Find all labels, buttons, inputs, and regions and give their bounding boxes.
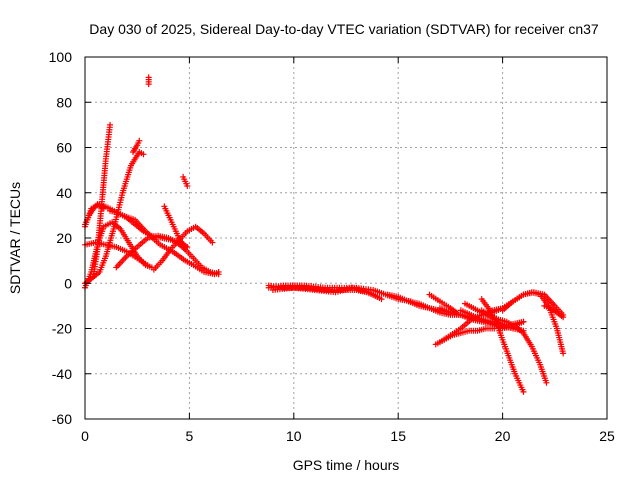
data-point: [136, 137, 143, 144]
data-point: [499, 305, 506, 312]
y-axis-ticks: 100 80 60 40 20 0 -20 -40 -60: [49, 49, 607, 427]
y-tick-label: 80: [56, 94, 72, 110]
y-tick-label: 100: [49, 49, 73, 65]
x-axis-label: GPS time / hours: [293, 457, 400, 473]
y-tick-label: 60: [56, 140, 72, 156]
data-point: [543, 379, 550, 386]
data-point: [491, 325, 498, 332]
series-track-5: [82, 239, 151, 269]
x-axis-ticks: 0 5 10 15 20 25: [81, 57, 615, 444]
y-tick-label: -40: [52, 366, 72, 382]
y-tick-label: 0: [64, 275, 72, 291]
series-track-9: [161, 203, 222, 278]
series-track-13: [145, 74, 152, 88]
y-tick-label: 40: [56, 185, 72, 201]
data-point: [560, 350, 567, 357]
x-tick-label: 25: [599, 428, 615, 444]
data-point: [140, 151, 147, 158]
series-track-28: [462, 300, 517, 332]
data-points: [82, 74, 567, 395]
series-track-7: [130, 137, 143, 156]
x-tick-label: 0: [81, 428, 89, 444]
data-point: [378, 296, 385, 303]
x-tick-label: 15: [390, 428, 406, 444]
x-tick-label: 5: [186, 428, 194, 444]
data-point: [182, 246, 189, 253]
x-tick-label: 20: [495, 428, 511, 444]
y-tick-label: -60: [52, 411, 72, 427]
data-point: [145, 74, 152, 81]
data-point: [520, 318, 527, 325]
series-track-6: [82, 201, 107, 228]
data-point: [184, 182, 191, 189]
series-track-29: [541, 302, 567, 321]
data-point: [107, 121, 114, 128]
data-point: [100, 205, 107, 212]
data-point: [209, 239, 216, 246]
series-track-12: [113, 232, 189, 271]
series-track-16: [269, 284, 385, 303]
y-tick-label: -20: [52, 321, 72, 337]
y-axis-label: SDTVAR / TECUs: [7, 182, 23, 294]
y-tick-label: 20: [56, 230, 72, 246]
series-track-11: [180, 173, 191, 189]
data-point: [215, 271, 222, 278]
data-point: [510, 325, 517, 332]
data-point: [520, 388, 527, 395]
series-track-10: [150, 223, 216, 273]
series-track-25: [499, 289, 567, 318]
chart-title: Day 030 of 2025, Sidereal Day-to-day VTE…: [89, 21, 599, 37]
data-point: [144, 262, 151, 269]
data-point: [560, 314, 567, 321]
x-tick-label: 10: [286, 428, 302, 444]
